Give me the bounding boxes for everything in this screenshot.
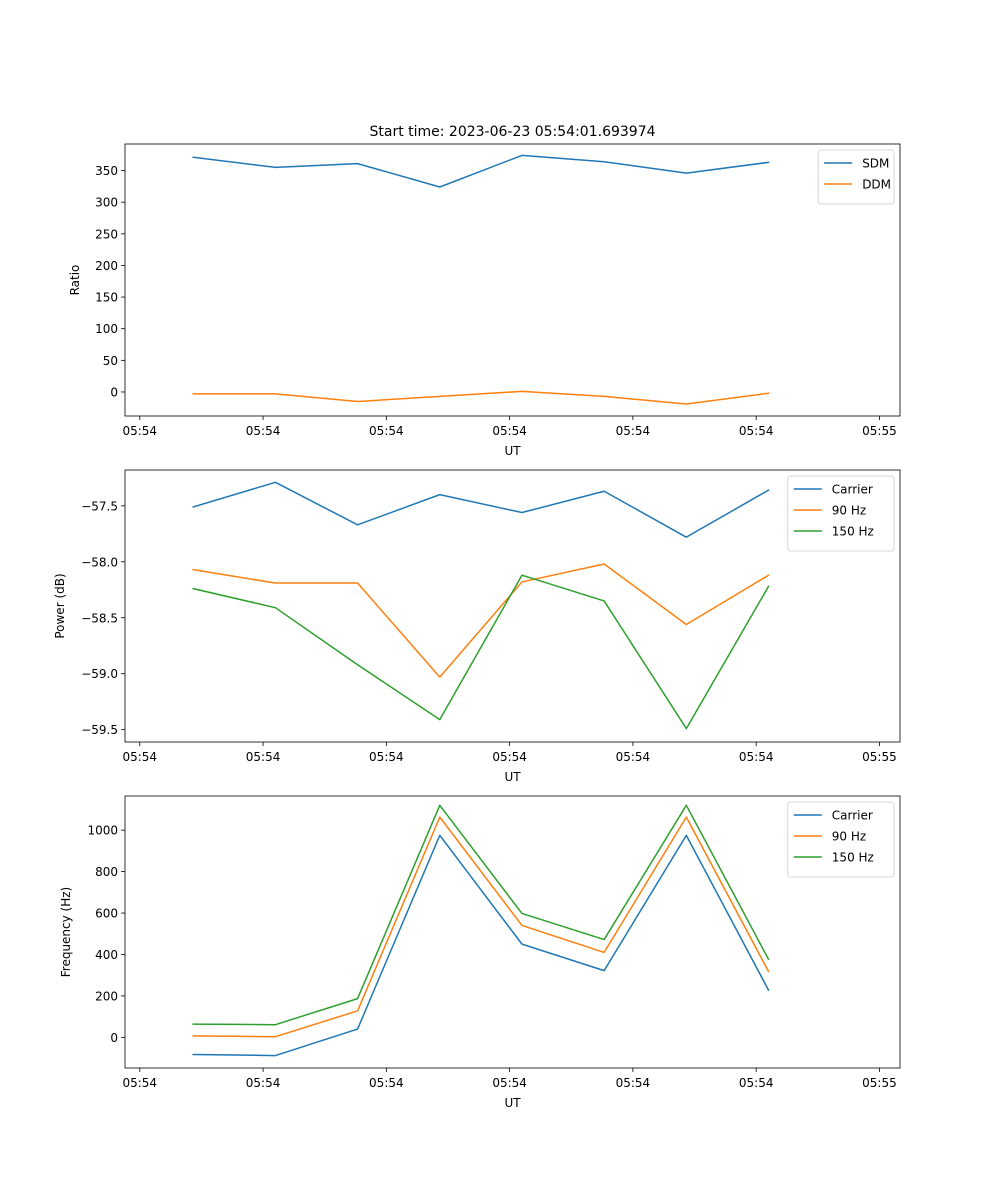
x-tick-label: 05:54 <box>616 424 651 438</box>
x-axis-label: UT <box>504 1096 521 1110</box>
x-tick-label: 05:54 <box>616 1076 651 1090</box>
chart-panel-1: 05:54 05:54 05:54 05:54 05:54 05:54 05:55 0 50 10… <box>68 124 901 458</box>
y-tick-label: 50 <box>103 354 118 368</box>
legend: Carrier 90 Hz 150 Hz <box>787 475 895 552</box>
x-tick-label: 05:54 <box>122 1076 157 1090</box>
x-tick-label: 05:54 <box>492 424 527 438</box>
legend-entry-label: DDM <box>862 178 891 192</box>
axes-frame <box>124 795 901 1069</box>
legend-box <box>787 801 895 878</box>
x-axis-label: UT <box>504 770 521 784</box>
y-tick-label: 800 <box>95 865 118 879</box>
y-tick-label: 0 <box>110 385 118 399</box>
axes-frame <box>124 469 901 743</box>
y-tick-label: −58.0 <box>81 555 118 569</box>
y-tick-label: −57.5 <box>81 499 118 513</box>
x-tick-label: 05:55 <box>862 750 897 764</box>
y-tick-label: 150 <box>95 291 118 305</box>
y-tick-label: 200 <box>95 259 118 273</box>
legend-entry-label: 90 Hz <box>832 830 866 844</box>
x-tick-label: 05:54 <box>122 750 157 764</box>
y-axis-label: Power (dB) <box>53 573 67 638</box>
series-line-90-hz <box>192 563 770 678</box>
y-axis-label: Frequency (Hz) <box>59 887 73 978</box>
legend-entry-label: 150 Hz <box>832 851 874 865</box>
y-tick-label: 300 <box>95 196 118 210</box>
legend-entry-label: 90 Hz <box>832 504 866 518</box>
series-line-150-hz <box>192 574 770 730</box>
y-tick-label: 600 <box>95 907 118 921</box>
series-line-150-hz <box>192 804 770 1026</box>
legend-entry-label: SDM <box>862 157 889 171</box>
x-tick-label: 05:54 <box>246 750 281 764</box>
y-axis-label: Ratio <box>68 265 82 296</box>
series-line-sdm <box>192 154 770 188</box>
x-tick-label: 05:54 <box>246 424 281 438</box>
series-line-carrier <box>192 481 770 538</box>
x-tick-label: 05:54 <box>369 424 404 438</box>
legend-entry-label: 150 Hz <box>832 525 874 539</box>
series-line-carrier <box>192 834 770 1057</box>
legend: Carrier 90 Hz 150 Hz <box>787 801 895 878</box>
y-tick-label: 250 <box>95 227 118 241</box>
y-tick-label: 1000 <box>87 824 118 838</box>
x-tick-label: 05:54 <box>739 750 774 764</box>
x-tick-label: 05:54 <box>369 750 404 764</box>
y-tick-label: 200 <box>95 989 118 1003</box>
legend-entry-label: Carrier <box>832 483 873 497</box>
x-tick-label: 05:54 <box>369 1076 404 1090</box>
legend-box <box>787 475 895 552</box>
x-tick-label: 05:54 <box>122 424 157 438</box>
chart-title: Start time: 2023-06-23 05:54:01.693974 <box>369 124 655 140</box>
x-axis-label: UT <box>504 444 521 458</box>
legend: SDM DDM <box>817 149 895 205</box>
chart-panel-3: 05:54 05:54 05:54 05:54 05:54 05:54 05:55 0 200 4… <box>59 795 901 1110</box>
series-line-ddm <box>192 390 770 405</box>
y-tick-label: −59.0 <box>81 667 118 681</box>
x-tick-label: 05:54 <box>492 1076 527 1090</box>
y-tick-label: 0 <box>110 1031 118 1045</box>
axes-frame <box>124 143 901 417</box>
x-tick-label: 05:54 <box>616 750 651 764</box>
x-tick-label: 05:55 <box>862 424 897 438</box>
x-tick-label: 05:54 <box>739 424 774 438</box>
x-tick-label: 05:55 <box>862 1076 897 1090</box>
y-tick-label: −58.5 <box>81 611 118 625</box>
series-line-90-hz <box>192 816 770 1038</box>
chart-panel-2: 05:54 05:54 05:54 05:54 05:54 05:54 05:55 −57.5… <box>53 469 901 784</box>
y-tick-label: 100 <box>95 322 118 336</box>
x-tick-label: 05:54 <box>492 750 527 764</box>
x-tick-label: 05:54 <box>739 1076 774 1090</box>
legend-entry-label: Carrier <box>832 809 873 823</box>
y-tick-label: 400 <box>95 948 118 962</box>
y-tick-label: −59.5 <box>81 723 118 737</box>
y-tick-label: 350 <box>95 164 118 178</box>
x-tick-label: 05:54 <box>246 1076 281 1090</box>
